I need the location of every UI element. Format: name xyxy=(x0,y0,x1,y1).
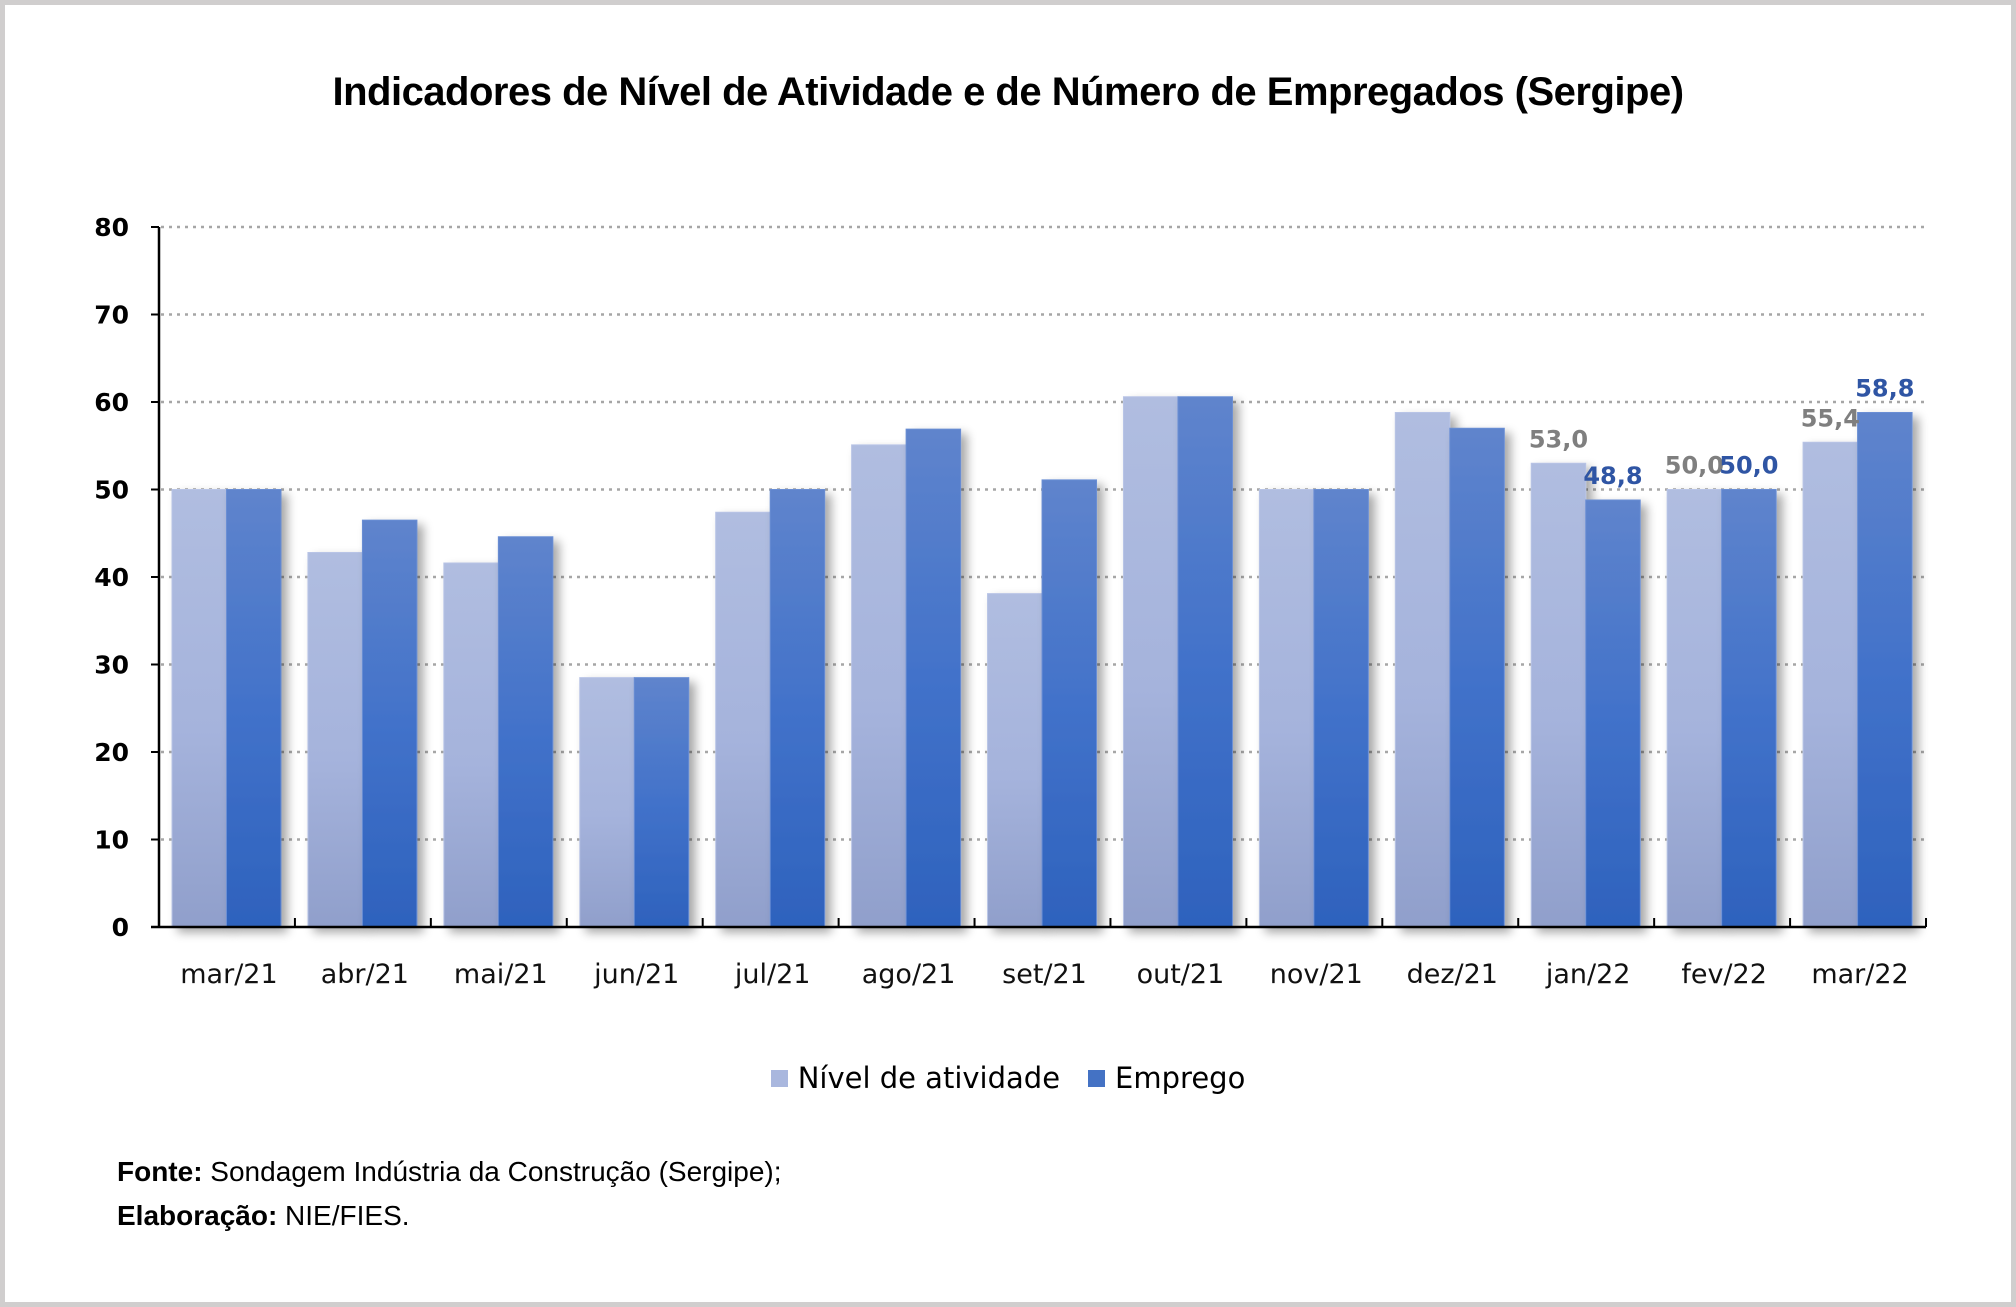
bar-emprego-fev-22 xyxy=(1721,489,1777,928)
y-tick-label: 60 xyxy=(94,388,129,417)
bar-nivel-atividade-set-21 xyxy=(987,593,1043,928)
x-tick-label: nov/21 xyxy=(1270,959,1363,990)
source-text: Sondagem Indústria da Construção (Sergip… xyxy=(202,1156,782,1187)
x-tick-label: dez/21 xyxy=(1407,959,1498,990)
bar-nivel-atividade-mar-21 xyxy=(171,489,227,928)
x-tick-label: fev/22 xyxy=(1681,959,1767,990)
x-tick-label: mar/22 xyxy=(1811,959,1908,990)
x-tick-label: ago/21 xyxy=(862,959,956,990)
x-tick-label: mar/21 xyxy=(180,959,277,990)
data-label-emprego-mar-22: 58,8 xyxy=(1855,375,1914,403)
legend-label-emprego: Emprego xyxy=(1115,1061,1246,1095)
bar-nivel-atividade-fev-22 xyxy=(1666,489,1723,928)
bar-nivel-atividade-abr-21 xyxy=(307,552,363,928)
source-line: Fonte: Sondagem Indústria da Construção … xyxy=(117,1150,782,1194)
legend-item-nivel-atividade: Nível de atividade xyxy=(770,1061,1061,1095)
bar-emprego-ago-21 xyxy=(905,428,962,928)
data-labels: 53,0 48,8 50,050,0 55,458,8 xyxy=(1529,375,1915,491)
bar-nivel-atividade-ago-21 xyxy=(851,444,907,928)
y-tick-label: 40 xyxy=(94,563,129,592)
y-tick-label: 0 xyxy=(112,913,129,942)
axes xyxy=(151,226,1927,929)
bar-emprego-mai-21 xyxy=(497,536,554,928)
bar-emprego-mar-21 xyxy=(226,489,282,928)
legend-label-nivel-atividade: Nível de atividade xyxy=(797,1061,1061,1095)
legend-swatch-nivel-atividade xyxy=(770,1069,788,1087)
bar-emprego-dez-21 xyxy=(1449,427,1505,928)
data-label-emprego-fev-22: 50,0 xyxy=(1719,452,1778,480)
legend-swatch-emprego xyxy=(1088,1069,1106,1087)
bar-emprego-abr-21 xyxy=(361,519,418,928)
source-label: Fonte: xyxy=(117,1156,203,1187)
y-tick-label: 30 xyxy=(94,651,129,680)
bar-nivel-atividade-mar-22 xyxy=(1802,441,1859,928)
bar-nivel-atividade-nov-21 xyxy=(1258,489,1315,928)
bar-emprego-set-21 xyxy=(1041,479,1098,928)
bar-nivel-atividade-jun-21 xyxy=(579,677,635,928)
x-tick-label: abr/21 xyxy=(321,959,409,990)
x-tick-labels: mar/21 abr/21 mai/21 jun/21 jul/21 ago/21 set/… xyxy=(180,959,1908,990)
chart-title: Indicadores de Nível de Atividade e de N… xyxy=(332,70,1684,114)
y-tick-label: 80 xyxy=(94,213,129,242)
x-tick-label: jun/21 xyxy=(593,959,679,990)
credit-label: Elaboração: xyxy=(117,1200,278,1231)
bar-emprego-jun-21 xyxy=(633,677,690,928)
bar-emprego-jul-21 xyxy=(769,489,826,928)
y-tick-label: 20 xyxy=(94,738,129,767)
data-label-emprego-jan-22: 48,8 xyxy=(1583,462,1642,490)
y-tick-label: 50 xyxy=(94,476,129,505)
credit-line: Elaboração: NIE/FIES. xyxy=(117,1194,782,1238)
bar-emprego-out-21 xyxy=(1177,396,1233,928)
footer-note: Fonte: Sondagem Indústria da Construção … xyxy=(117,1150,782,1238)
x-tick-label: jul/21 xyxy=(734,959,811,990)
bar-nivel-atividade-mai-21 xyxy=(443,562,499,928)
legend-item-emprego: Emprego xyxy=(1088,1061,1245,1095)
y-tick-label: 70 xyxy=(94,301,129,330)
x-tick-label: set/21 xyxy=(1002,959,1087,990)
data-label-nivel-atividade-mar-22: 55,4 xyxy=(1801,404,1860,432)
x-tick-label: mai/21 xyxy=(454,959,548,990)
data-label-nivel-atividade-jan-22: 53,0 xyxy=(1529,425,1588,453)
credit-text: NIE/FIES. xyxy=(277,1200,410,1231)
data-label-nivel-atividade-fev-22: 50,0 xyxy=(1665,452,1724,480)
bar-nivel-atividade-jan-22 xyxy=(1530,462,1587,928)
bars xyxy=(171,396,1913,928)
bar-emprego-nov-21 xyxy=(1313,489,1369,928)
x-tick-label: jan/22 xyxy=(1545,959,1631,990)
y-tick-label: 10 xyxy=(94,826,129,855)
bar-emprego-mar-22 xyxy=(1857,412,1913,928)
bar-nivel-atividade-dez-21 xyxy=(1394,412,1451,928)
bar-nivel-atividade-jul-21 xyxy=(715,511,771,928)
bar-nivel-atividade-out-21 xyxy=(1122,396,1179,928)
x-tick-label: out/21 xyxy=(1137,959,1225,990)
legend: Nível de atividade Emprego xyxy=(0,1061,2016,1095)
y-tick-labels: 0 10 20 30 40 50 60 70 80 xyxy=(94,213,129,942)
bar-emprego-jan-22 xyxy=(1585,499,1641,928)
